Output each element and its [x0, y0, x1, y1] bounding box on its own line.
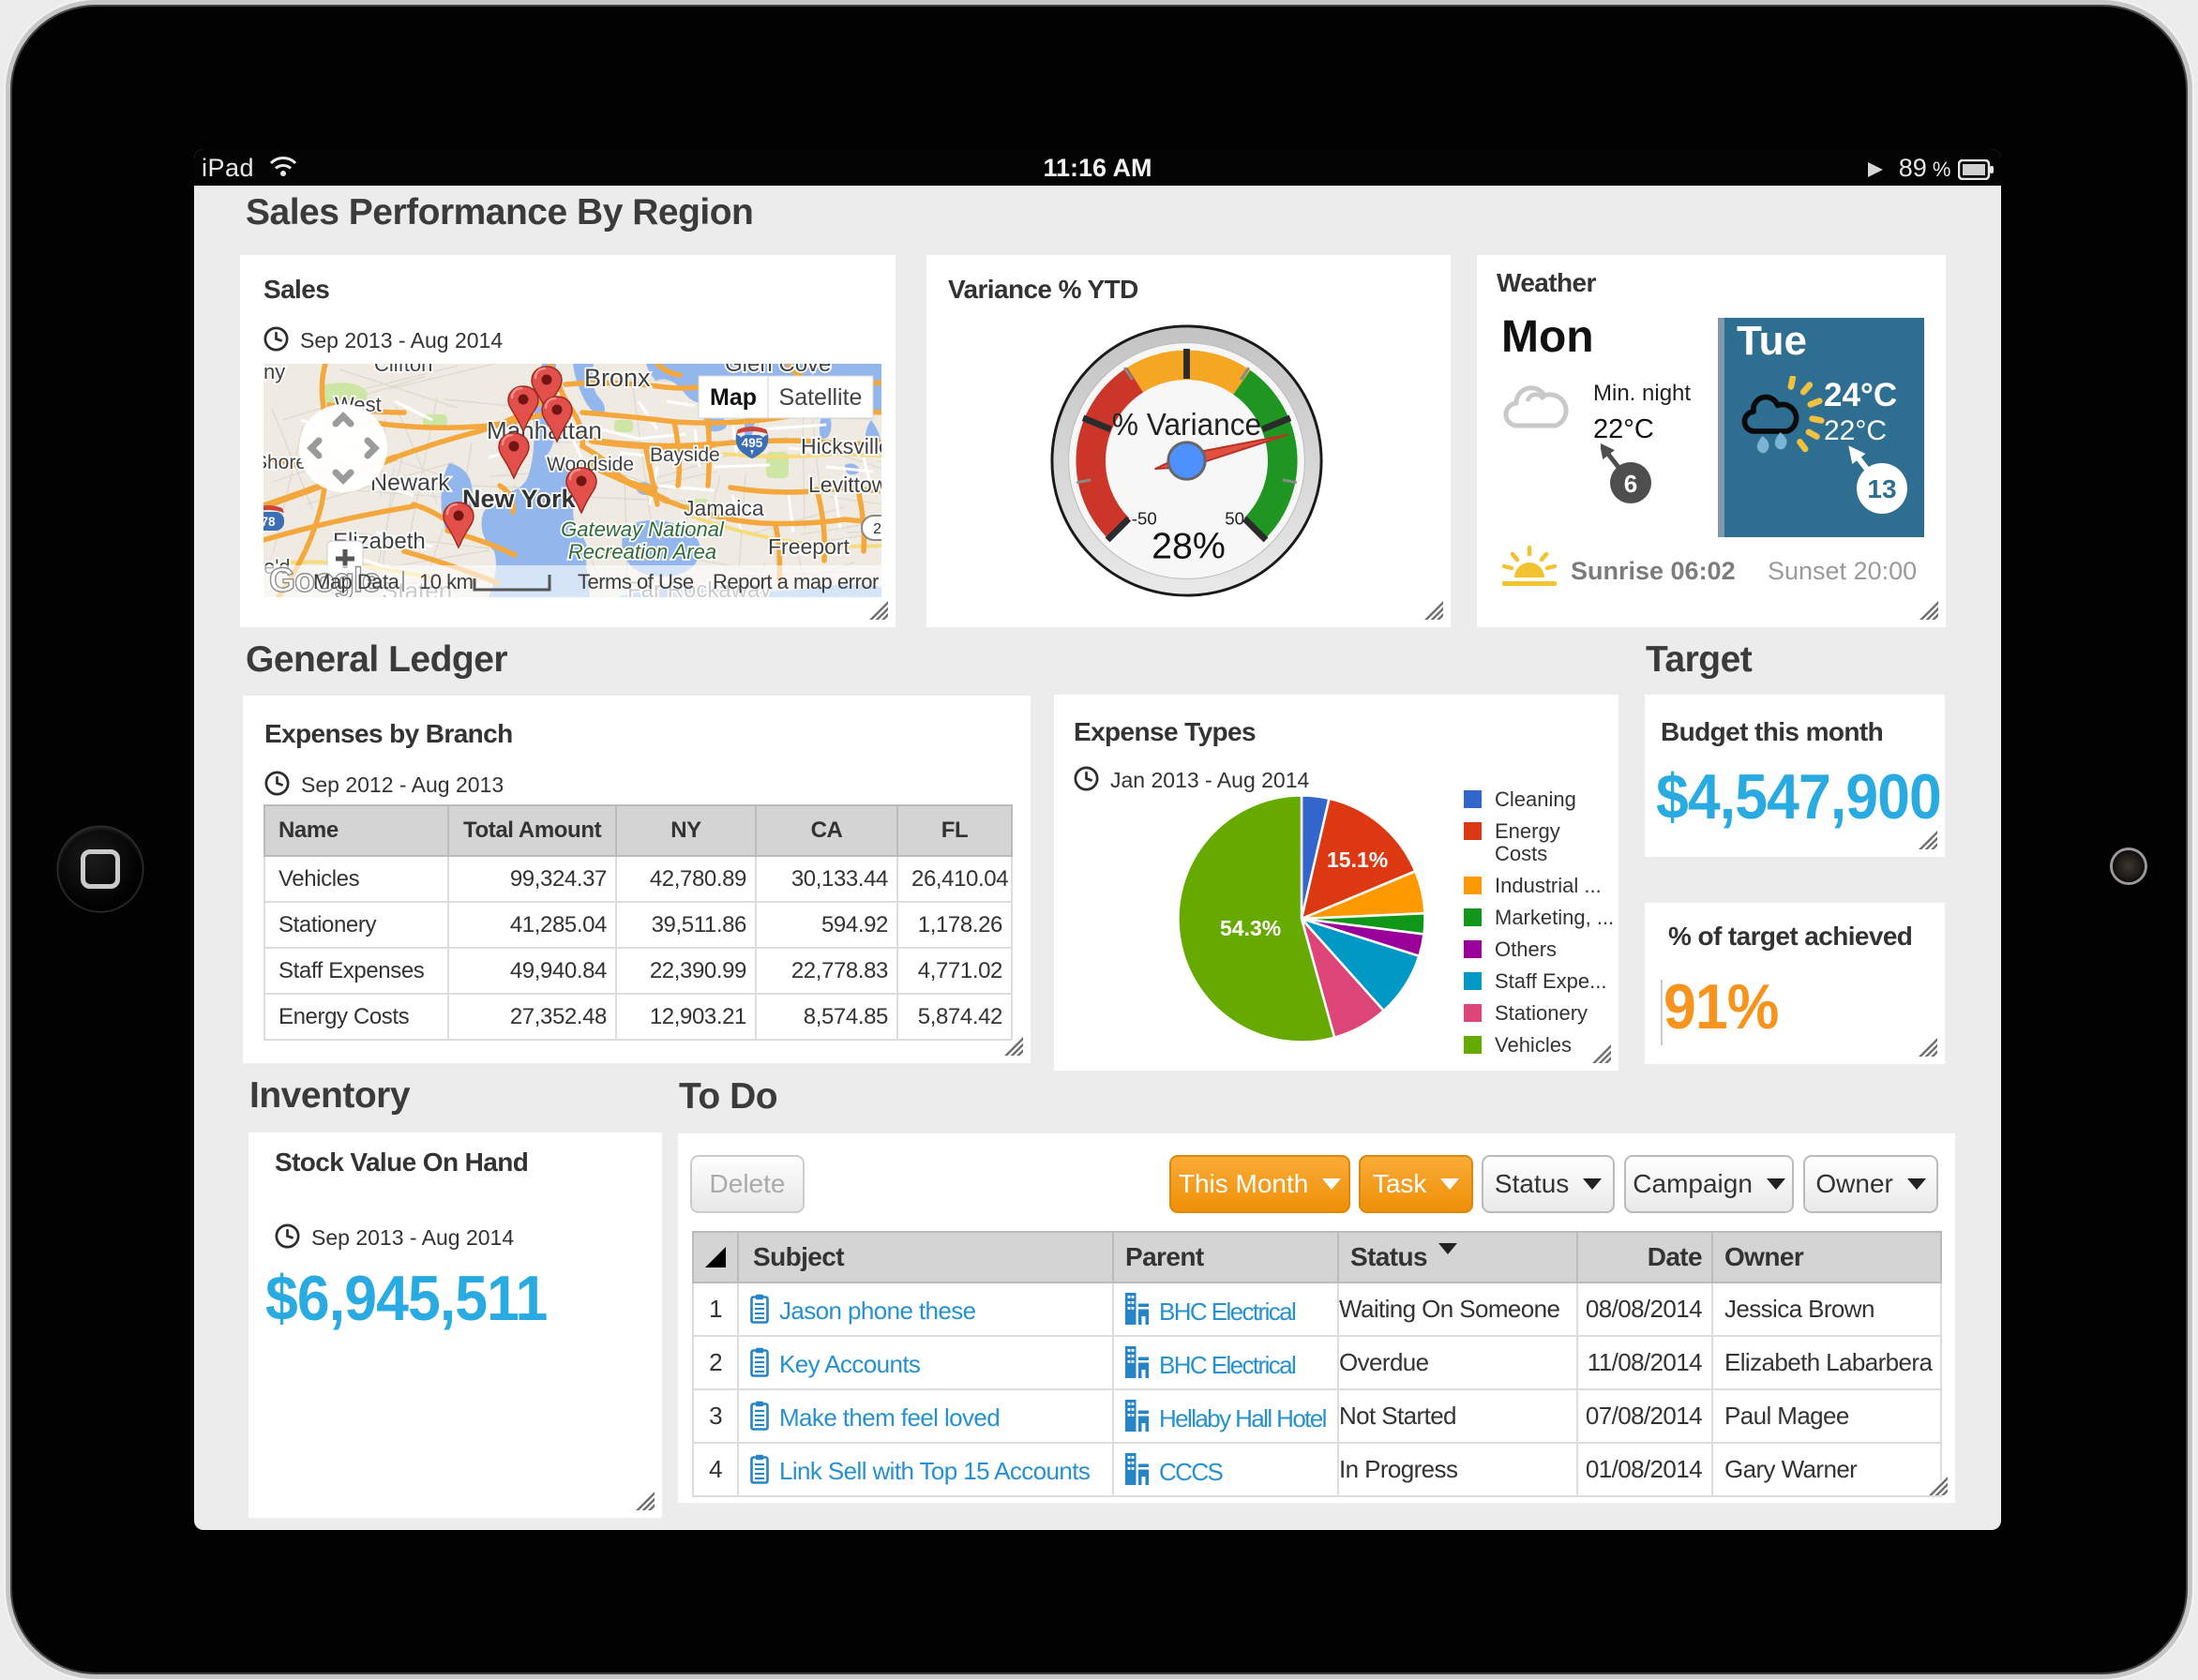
svg-text:New York: New York: [462, 485, 577, 513]
svg-text:Google: Google: [269, 561, 380, 597]
svg-text:Levittown: Levittown: [808, 472, 881, 497]
svg-text:10 km: 10 km: [419, 570, 473, 593]
svg-text:54.3%: 54.3%: [1220, 916, 1281, 940]
svg-text:Recreation Area: Recreation Area: [568, 540, 716, 563]
svg-text:15.1%: 15.1%: [1327, 848, 1388, 872]
svg-text:Glen Cove: Glen Cove: [725, 364, 831, 377]
svg-text:Map Data: Map Data: [313, 570, 400, 593]
svg-text:Map: Map: [710, 384, 757, 411]
svg-text:Report a map error: Report a map error: [713, 570, 879, 593]
svg-text:Jamaica: Jamaica: [684, 496, 764, 520]
svg-text:% Variance: % Variance: [1112, 408, 1261, 442]
svg-text:Bronx: Bronx: [584, 364, 651, 392]
svg-text:Freeport: Freeport: [768, 534, 851, 559]
svg-text:Clifton: Clifton: [374, 364, 432, 376]
svg-text:28%: 28%: [1152, 526, 1226, 567]
svg-text:Gateway National: Gateway National: [561, 518, 725, 541]
svg-text:Terms of Use: Terms of Use: [578, 570, 694, 593]
svg-text:Newark: Newark: [370, 470, 450, 496]
svg-text:Bayside: Bayside: [650, 444, 720, 466]
svg-text:50: 50: [1225, 508, 1244, 528]
svg-text:-50: -50: [1132, 508, 1157, 528]
svg-text:ny: ny: [263, 364, 285, 383]
svg-text:Hicksville: Hicksville: [801, 434, 881, 458]
svg-text:Shore: Shore: [263, 452, 307, 473]
svg-text:Satellite: Satellite: [779, 384, 863, 411]
svg-text:13: 13: [1867, 474, 1896, 503]
svg-text:Woodside: Woodside: [547, 454, 634, 475]
svg-text:78: 78: [263, 515, 276, 529]
svg-text:495: 495: [742, 436, 763, 450]
svg-text:27: 27: [873, 521, 881, 537]
svg-text:6: 6: [1624, 470, 1637, 498]
